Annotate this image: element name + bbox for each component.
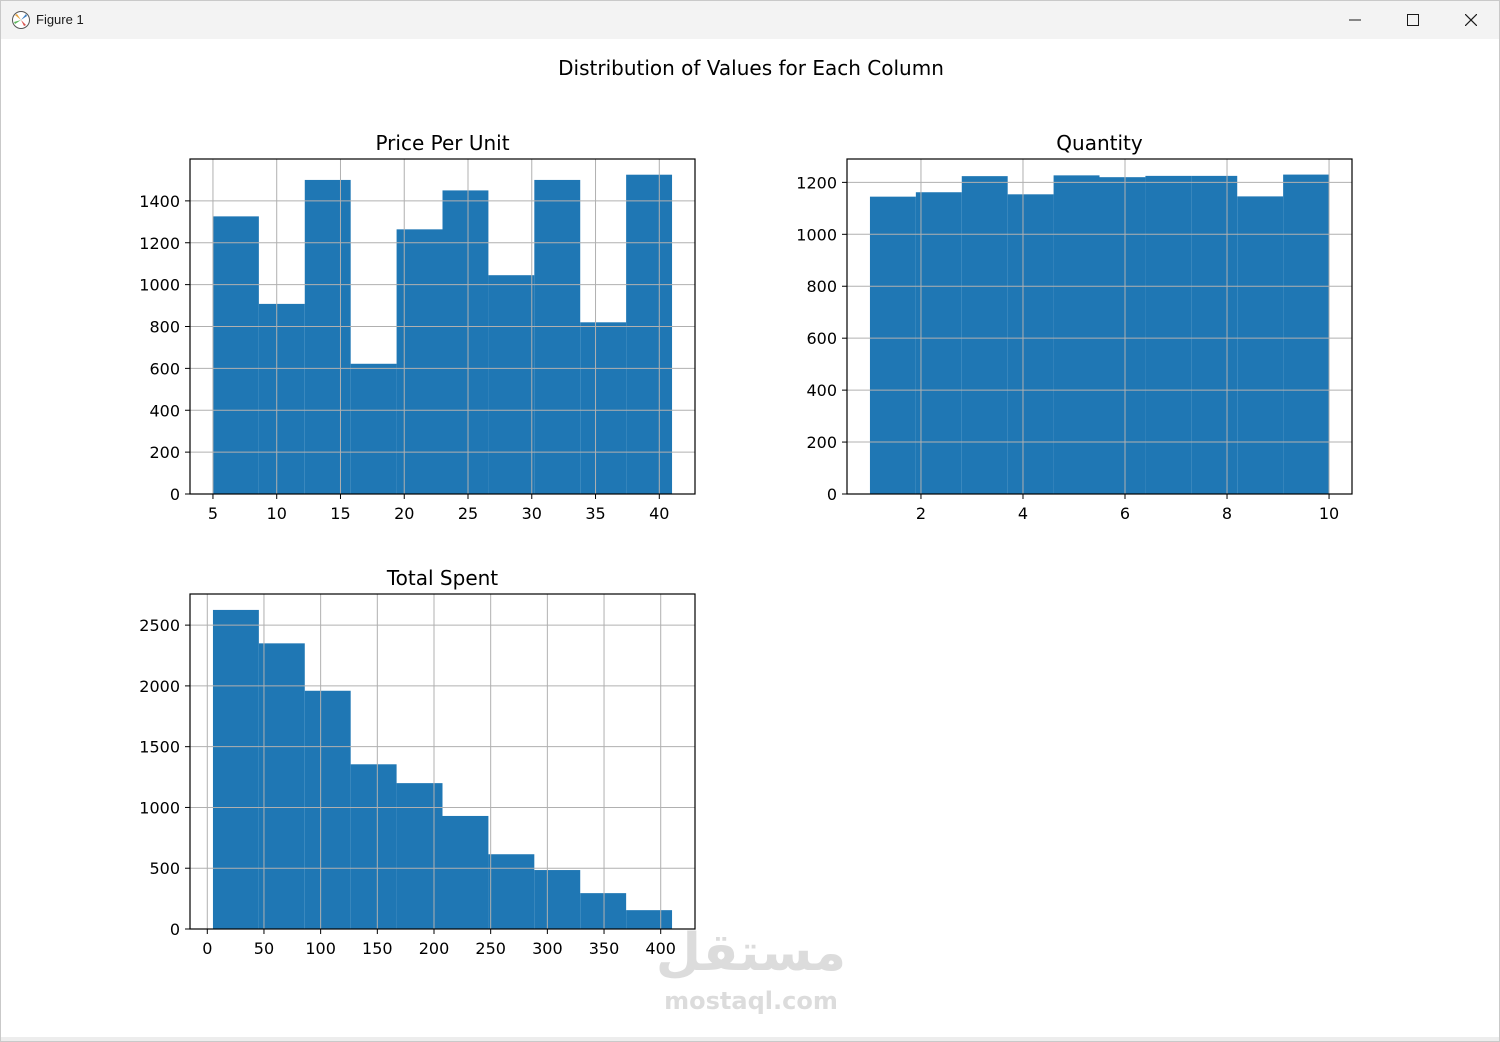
price-per-unit-xtick-label: 10 (267, 504, 287, 523)
quantity-bar-9 (1237, 196, 1284, 494)
quantity-ytick-label: 800 (806, 277, 837, 296)
maximize-icon (1407, 14, 1419, 26)
quantity-xtick-label: 6 (1120, 504, 1130, 523)
total-spent-bar-8 (534, 870, 581, 929)
total-spent-bar-2 (258, 643, 305, 929)
quantity-ytick-label: 0 (827, 485, 837, 504)
quantity-bar-2 (915, 192, 962, 495)
quantity-bar-5 (1053, 175, 1100, 494)
title-bar[interactable]: Figure 1 (1, 1, 1499, 39)
figure-svg: Distribution of Values for Each Column 5… (139, 56, 1353, 958)
price-per-unit-ytick-label: 200 (149, 443, 180, 462)
price-per-unit-ytick-label: 1400 (139, 192, 180, 211)
price-per-unit-bar-10 (626, 174, 673, 494)
price-per-unit-xtick-label: 25 (458, 504, 478, 523)
minimize-button[interactable] (1326, 1, 1384, 39)
quantity-ytick-label: 200 (806, 433, 837, 452)
total-spent-xtick-label: 350 (589, 939, 620, 958)
price-per-unit-axes: 5 10 15 20 25 30 35 400200400600800100012001400… (139, 131, 696, 523)
quantity-bar-1 (869, 196, 916, 495)
price-per-unit-xtick-label: 30 (522, 504, 542, 523)
total-spent-xtick-label: 200 (419, 939, 450, 958)
total-spent-xtick-label: 250 (475, 939, 506, 958)
quantity-bar-4 (1007, 194, 1054, 495)
quantity-bar-6 (1099, 177, 1146, 495)
price-per-unit-bar-9 (580, 322, 627, 494)
price-per-unit-bar-4 (350, 363, 397, 494)
price-per-unit-ytick-label: 1200 (139, 234, 180, 253)
total-spent-bar-4 (350, 764, 397, 929)
total-spent-xtick-label: 100 (305, 939, 336, 958)
price-per-unit-xtick-label: 35 (585, 504, 605, 523)
total-spent-ytick-label: 2500 (139, 616, 180, 635)
price-per-unit-xtick-label: 5 (208, 504, 218, 523)
quantity-ytick-label: 600 (806, 329, 837, 348)
price-per-unit-ytick-label: 800 (149, 318, 180, 337)
price-per-unit-title: Price Per Unit (375, 131, 509, 155)
figure-canvas: Distribution of Values for Each Column 5… (1, 39, 1499, 1039)
price-per-unit-ytick-label: 1000 (139, 276, 180, 295)
price-per-unit-xtick-label: 20 (394, 504, 414, 523)
total-spent-bar-6 (442, 815, 489, 929)
total-spent-xtick-label: 400 (645, 939, 676, 958)
quantity-xtick-label: 10 (1319, 504, 1339, 523)
close-icon (1465, 14, 1477, 26)
price-per-unit-ytick-label: 600 (149, 359, 180, 378)
total-spent-ytick-label: 1000 (139, 798, 180, 817)
quantity-xtick-label: 8 (1222, 504, 1232, 523)
total-spent-axes: 0 50 100 150 200 250 300 350 400 0 500 1000 1500 2000… (139, 566, 696, 958)
total-spent-ytick-label: 500 (149, 859, 180, 878)
quantity-bar-8 (1191, 175, 1238, 494)
watermark-arabic: مستقل (655, 923, 847, 983)
price-per-unit-xtick-label: 15 (330, 504, 350, 523)
price-per-unit-ytick-label: 0 (170, 485, 180, 504)
matplotlib-icon (12, 11, 30, 29)
close-button[interactable] (1442, 1, 1499, 39)
total-spent-bar-1 (212, 609, 259, 929)
total-spent-xtick-label: 300 (532, 939, 563, 958)
total-spent-ytick-label: 2000 (139, 677, 180, 696)
quantity-bar-7 (1145, 175, 1192, 494)
total-spent-bar-9 (580, 893, 627, 929)
total-spent-xtick-label: 0 (202, 939, 212, 958)
quantity-bar-10 (1283, 174, 1330, 494)
total-spent-axes-frame (189, 593, 696, 930)
quantity-ytick-label: 1000 (796, 225, 837, 244)
window-title: Figure 1 (36, 12, 84, 27)
price-per-unit-bar-6 (442, 190, 489, 494)
total-spent-xtick-label: 50 (254, 939, 274, 958)
price-per-unit-bar-5 (396, 229, 443, 494)
quantity-ytick-label: 1200 (796, 173, 837, 192)
total-spent-title: Total Spent (386, 566, 498, 590)
total-spent-bar-5 (396, 783, 443, 929)
price-per-unit-ytick-label: 400 (149, 401, 180, 420)
figure-suptitle: Distribution of Values for Each Column (558, 56, 944, 80)
quantity-axes-frame (846, 158, 1353, 495)
total-spent-ytick-label: 0 (170, 920, 180, 939)
total-spent-ytick-label: 1500 (139, 738, 180, 757)
quantity-axes: 2 4 6 8 10 0 200 400 600 800 1000 1200 Quantity (796, 131, 1353, 523)
total-spent-xtick-label: 150 (362, 939, 393, 958)
total-spent-bar-7 (488, 854, 535, 929)
watermark-latin: mostaql.com (664, 987, 838, 1015)
price-per-unit-bar-2 (258, 303, 305, 494)
price-per-unit-bar-3 (304, 179, 351, 494)
quantity-xtick-label: 4 (1018, 504, 1028, 523)
quantity-xtick-label: 2 (916, 504, 926, 523)
quantity-bar-3 (961, 176, 1008, 495)
price-per-unit-bar-1 (212, 216, 259, 494)
total-spent-bar-3 (304, 690, 351, 929)
window-bottom-edge (1, 1037, 1499, 1041)
maximize-button[interactable] (1384, 1, 1442, 39)
minimize-icon (1349, 19, 1361, 21)
price-per-unit-bar-8 (534, 179, 581, 494)
price-per-unit-bar-7 (488, 275, 535, 494)
quantity-title: Quantity (1056, 131, 1143, 155)
price-per-unit-xtick-label: 40 (649, 504, 669, 523)
quantity-ytick-label: 400 (806, 381, 837, 400)
